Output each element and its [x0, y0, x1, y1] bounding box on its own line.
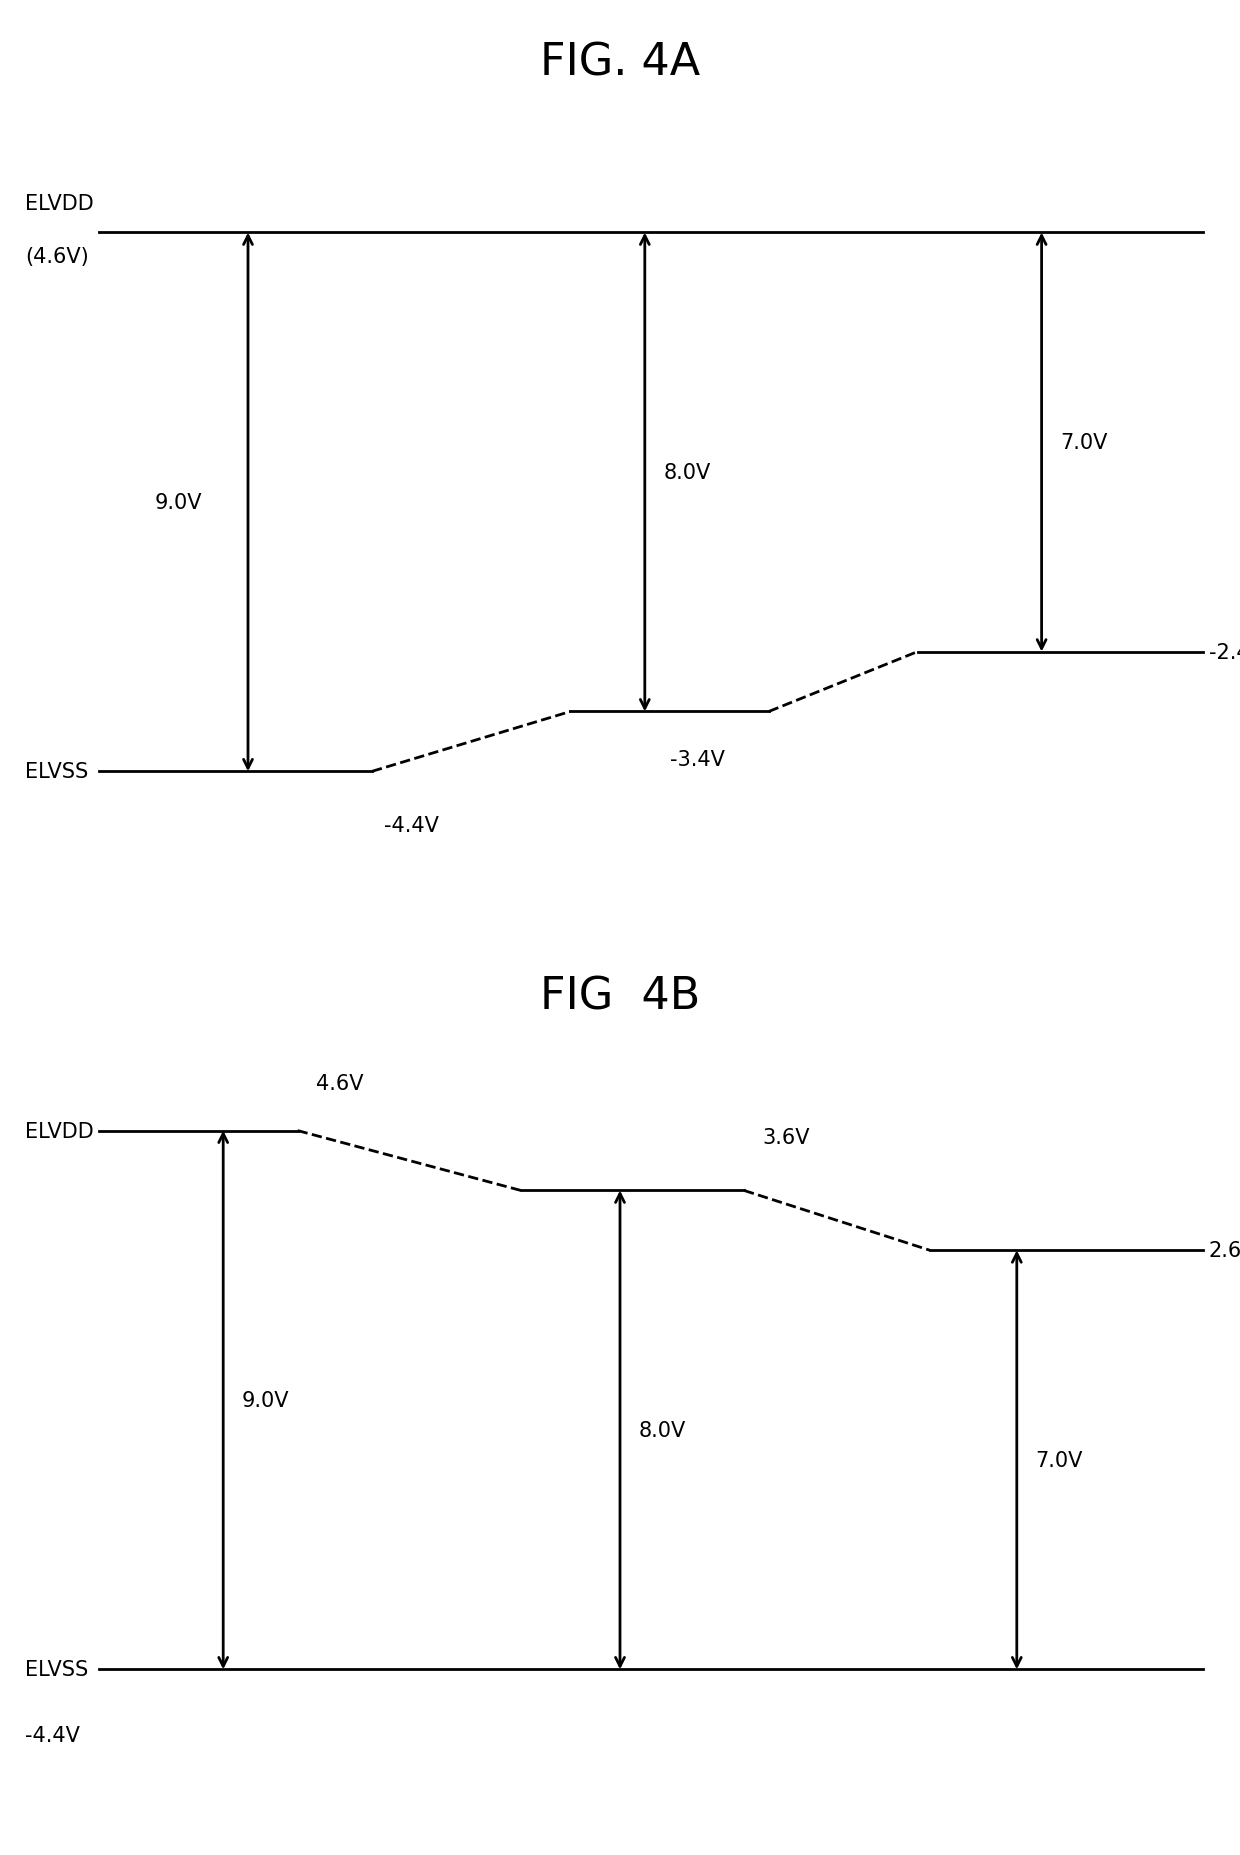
Text: FIG. 4A: FIG. 4A: [539, 43, 701, 85]
Text: 7.0V: 7.0V: [1060, 432, 1107, 453]
Text: ELVDD: ELVDD: [25, 193, 93, 213]
Text: 2.6V: 2.6V: [1209, 1241, 1240, 1261]
Text: 8.0V: 8.0V: [663, 462, 711, 482]
Text: 8.0V: 8.0V: [639, 1421, 686, 1439]
Text: ELVDD: ELVDD: [25, 1120, 93, 1141]
Text: ELVSS: ELVSS: [25, 1660, 88, 1679]
Text: -4.4V: -4.4V: [25, 1725, 79, 1746]
Text: 7.0V: 7.0V: [1035, 1451, 1083, 1469]
Text: 3.6V: 3.6V: [763, 1128, 810, 1146]
Text: ELVSS: ELVSS: [25, 762, 88, 783]
Text: 9.0V: 9.0V: [155, 493, 202, 512]
Text: -2.4V: -2.4V: [1209, 642, 1240, 662]
Text: (4.6V): (4.6V): [25, 247, 88, 267]
Text: 9.0V: 9.0V: [242, 1389, 289, 1410]
Text: 4.6V: 4.6V: [316, 1072, 363, 1093]
Text: -4.4V: -4.4V: [384, 816, 439, 837]
Text: -3.4V: -3.4V: [670, 749, 724, 770]
Text: FIG  4B: FIG 4B: [539, 976, 701, 1018]
